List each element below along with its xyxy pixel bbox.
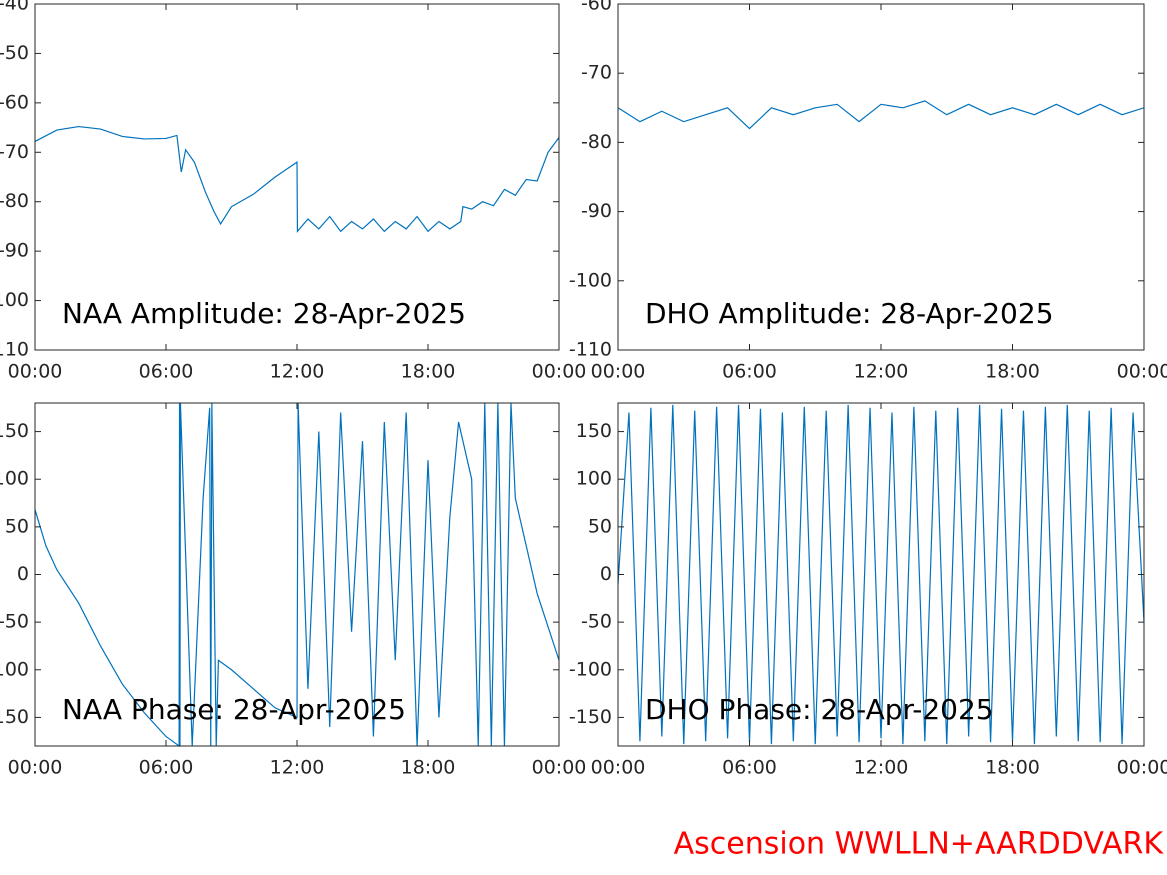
- x-tick-label: 18:00: [985, 757, 1040, 779]
- x-tick-label: 00:00: [1117, 757, 1167, 779]
- annotation: DHO Amplitude: 28-Apr-2025: [645, 297, 1054, 330]
- y-tick-label: 0: [17, 563, 29, 585]
- x-tick-label: 06:00: [139, 757, 194, 779]
- x-tick-label: 12:00: [854, 757, 909, 779]
- y-tick-label: -60: [581, 0, 612, 15]
- y-tick-label: 0: [600, 563, 612, 585]
- x-tick-label: 00:00: [8, 757, 63, 779]
- x-tick-label: 18:00: [401, 361, 456, 383]
- y-tick-label: -110: [0, 339, 29, 361]
- x-tick-label: 06:00: [139, 361, 194, 383]
- y-tick-label: -100: [569, 658, 612, 680]
- x-tick-label: 00:00: [591, 757, 646, 779]
- y-tick-label: -50: [0, 42, 29, 64]
- x-tick-label: 00:00: [532, 757, 587, 779]
- y-tick-label: -40: [0, 0, 29, 15]
- annotation: NAA Phase: 28-Apr-2025: [62, 693, 406, 726]
- y-tick-label: -110: [569, 339, 612, 361]
- y-tick-label: 100: [0, 468, 29, 490]
- y-tick-label: -150: [569, 706, 612, 728]
- data-line: [34, 125, 560, 233]
- x-tick-label: 00:00: [532, 361, 587, 383]
- plot-area: [618, 4, 1144, 350]
- data-line: [34, 402, 560, 748]
- y-tick-label: -70: [0, 141, 29, 163]
- x-tick-label: 12:00: [270, 757, 325, 779]
- y-tick-label: 50: [588, 515, 612, 537]
- y-tick-label: -90: [581, 200, 612, 222]
- x-tick-label: 00:00: [8, 361, 63, 383]
- x-tick-label: 06:00: [722, 361, 777, 383]
- annotation: DHO Phase: 28-Apr-2025: [645, 693, 994, 726]
- x-tick-label: 06:00: [722, 757, 777, 779]
- y-tick-label: -60: [0, 91, 29, 113]
- y-tick-label: -150: [0, 706, 29, 728]
- y-tick-label: -70: [581, 62, 612, 84]
- y-tick-label: -100: [0, 658, 29, 680]
- y-tick-label: 100: [576, 468, 612, 490]
- y-tick-label: -100: [0, 289, 29, 311]
- x-tick-label: 18:00: [985, 361, 1040, 383]
- y-tick-label: -100: [569, 269, 612, 291]
- x-tick-label: 00:00: [591, 361, 646, 383]
- y-tick-label: -90: [0, 240, 29, 262]
- y-tick-label: -80: [581, 131, 612, 153]
- y-tick-label: -50: [581, 611, 612, 633]
- y-tick-label: 150: [576, 420, 612, 442]
- annotation: NAA Amplitude: 28-Apr-2025: [62, 297, 466, 330]
- y-tick-label: 150: [0, 420, 29, 442]
- x-tick-label: 12:00: [854, 361, 909, 383]
- footer: Ascension WWLLN+AARDDVARK: [674, 827, 1165, 862]
- plot-area: [618, 403, 1144, 746]
- y-tick-label: 50: [5, 515, 29, 537]
- y-tick-label: -80: [0, 190, 29, 212]
- data-line: [617, 404, 1145, 745]
- data-line: [617, 100, 1145, 130]
- y-tick-label: -50: [0, 611, 29, 633]
- x-tick-label: 12:00: [270, 361, 325, 383]
- x-tick-label: 18:00: [401, 757, 456, 779]
- x-tick-label: 00:00: [1117, 361, 1167, 383]
